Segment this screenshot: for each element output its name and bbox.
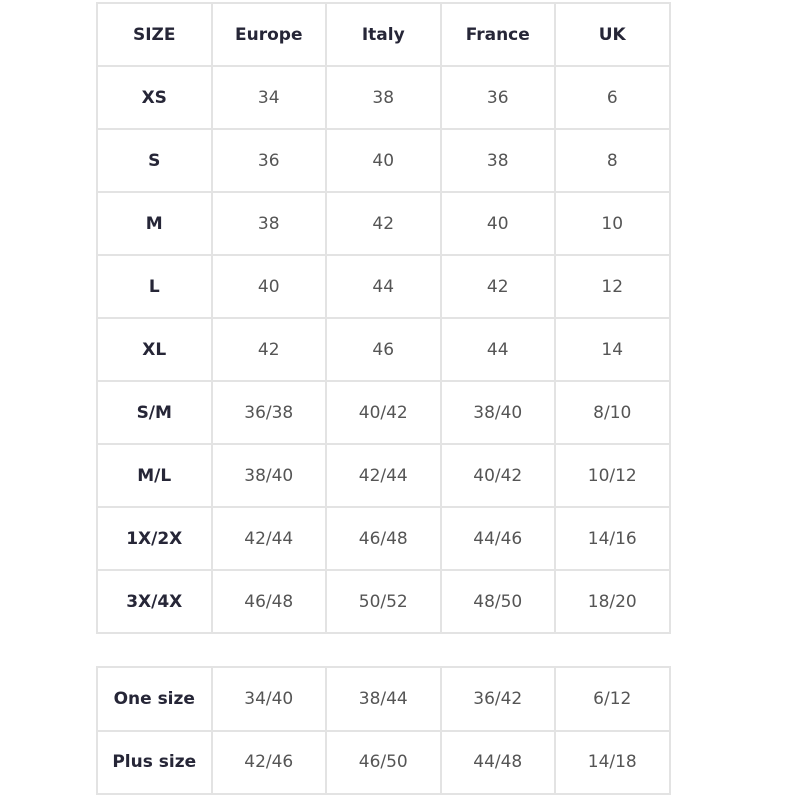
row-label: L <box>96 254 213 319</box>
table-cell: 40/42 <box>439 443 556 508</box>
table-cell: 10/12 <box>554 443 671 508</box>
table-cell: 38 <box>439 128 556 193</box>
header-row: SIZE Europe Italy France UK <box>96 2 671 67</box>
table-cell: 44 <box>439 317 556 382</box>
table-cell: 40 <box>439 191 556 256</box>
table-row: XS 34 38 36 6 <box>96 65 671 130</box>
table-cell: 40 <box>210 254 327 319</box>
table-cell: 8/10 <box>554 380 671 445</box>
table-row: 3X/4X 46/48 50/52 48/50 18/20 <box>96 569 671 634</box>
table-cell: 38 <box>325 65 442 130</box>
table-cell: 14/16 <box>554 506 671 571</box>
table-cell: 42/44 <box>325 443 442 508</box>
table-cell: 38 <box>210 191 327 256</box>
table-row: M 38 42 40 10 <box>96 191 671 256</box>
table-cell: 36/38 <box>210 380 327 445</box>
table-cell: 42/44 <box>210 506 327 571</box>
table-cell: 14 <box>554 317 671 382</box>
row-label: 1X/2X <box>96 506 213 571</box>
table-cell: 46/50 <box>325 729 442 795</box>
table-cell: 36 <box>439 65 556 130</box>
row-label: XL <box>96 317 213 382</box>
table-cell: 42/46 <box>210 729 327 795</box>
column-header: SIZE <box>96 2 213 67</box>
table-cell: 38/40 <box>439 380 556 445</box>
column-header: Europe <box>210 2 327 67</box>
size-conversion-table: SIZE Europe Italy France UK XS 34 38 36 6 S 36 40 38 8… <box>96 2 671 634</box>
table-cell: 42 <box>210 317 327 382</box>
table-row: Plus size 42/46 46/50 44/48 14/18 <box>96 729 671 795</box>
column-header: Italy <box>325 2 442 67</box>
row-label: One size <box>96 666 213 732</box>
row-label: S/M <box>96 380 213 445</box>
table-row: 1X/2X 42/44 46/48 44/46 14/16 <box>96 506 671 571</box>
table-cell: 46/48 <box>325 506 442 571</box>
column-header: France <box>439 2 556 67</box>
table-cell: 46 <box>325 317 442 382</box>
table-cell: 38/40 <box>210 443 327 508</box>
table-cell: 8 <box>554 128 671 193</box>
row-label: M <box>96 191 213 256</box>
table-cell: 18/20 <box>554 569 671 634</box>
table-cell: 10 <box>554 191 671 256</box>
table-cell: 40/42 <box>325 380 442 445</box>
table-row: S/M 36/38 40/42 38/40 8/10 <box>96 380 671 445</box>
table-cell: 48/50 <box>439 569 556 634</box>
table-cell: 34/40 <box>210 666 327 732</box>
table-cell: 14/18 <box>554 729 671 795</box>
table-cell: 40 <box>325 128 442 193</box>
table-row: M/L 38/40 42/44 40/42 10/12 <box>96 443 671 508</box>
table-cell: 6/12 <box>554 666 671 732</box>
row-label: S <box>96 128 213 193</box>
table-cell: 36/42 <box>439 666 556 732</box>
table-cell: 6 <box>554 65 671 130</box>
table-cell: 46/48 <box>210 569 327 634</box>
table-row: L 40 44 42 12 <box>96 254 671 319</box>
row-label: M/L <box>96 443 213 508</box>
table-cell: 36 <box>210 128 327 193</box>
table-cell: 12 <box>554 254 671 319</box>
table-cell: 42 <box>325 191 442 256</box>
table-cell: 42 <box>439 254 556 319</box>
table-row: S 36 40 38 8 <box>96 128 671 193</box>
row-label: Plus size <box>96 729 213 795</box>
table-row: XL 42 46 44 14 <box>96 317 671 382</box>
table-cell: 38/44 <box>325 666 442 732</box>
special-size-table: One size 34/40 38/44 36/42 6/12 Plus size 42/4… <box>96 666 671 795</box>
table-cell: 50/52 <box>325 569 442 634</box>
table-cell: 34 <box>210 65 327 130</box>
column-header: UK <box>554 2 671 67</box>
row-label: 3X/4X <box>96 569 213 634</box>
table-row: One size 34/40 38/44 36/42 6/12 <box>96 666 671 732</box>
table-cell: 44/48 <box>439 729 556 795</box>
table-cell: 44 <box>325 254 442 319</box>
row-label: XS <box>96 65 213 130</box>
table-cell: 44/46 <box>439 506 556 571</box>
